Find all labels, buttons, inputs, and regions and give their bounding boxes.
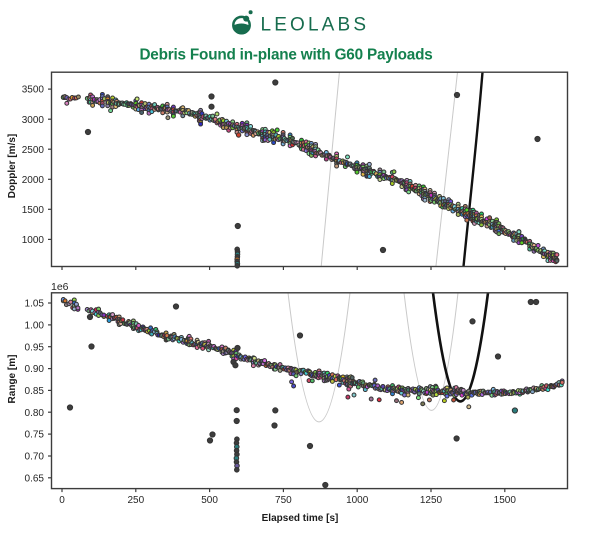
svg-text:500: 500: [201, 495, 218, 506]
svg-text:2500: 2500: [22, 145, 45, 156]
svg-text:Debris Found in-plane with G60: Debris Found in-plane with G60 Payloads: [139, 47, 432, 64]
svg-text:1000: 1000: [346, 495, 369, 506]
svg-text:1500: 1500: [494, 495, 517, 506]
svg-text:750: 750: [275, 495, 292, 506]
svg-text:0.85: 0.85: [25, 386, 45, 397]
svg-text:3500: 3500: [22, 85, 45, 96]
svg-text:1000: 1000: [22, 235, 45, 246]
svg-text:0.95: 0.95: [25, 342, 45, 353]
svg-text:0.65: 0.65: [25, 473, 45, 484]
svg-text:1250: 1250: [420, 495, 443, 506]
svg-text:0.75: 0.75: [25, 430, 45, 441]
svg-text:2000: 2000: [22, 175, 45, 186]
svg-text:0.90: 0.90: [25, 364, 45, 375]
svg-text:1e6: 1e6: [51, 281, 69, 293]
svg-text:Range [m]: Range [m]: [7, 355, 18, 404]
svg-text:LEOLABS: LEOLABS: [261, 15, 370, 36]
svg-text:0.70: 0.70: [25, 452, 45, 463]
svg-text:1.05: 1.05: [25, 299, 45, 310]
svg-text:3000: 3000: [22, 115, 45, 126]
svg-text:1500: 1500: [22, 205, 45, 216]
svg-text:1.00: 1.00: [25, 321, 45, 332]
svg-text:Elapsed time [s]: Elapsed time [s]: [262, 513, 339, 524]
svg-text:0: 0: [59, 495, 65, 506]
svg-text:250: 250: [127, 495, 144, 506]
svg-text:0.80: 0.80: [25, 408, 45, 419]
svg-text:Doppler [m/s]: Doppler [m/s]: [7, 134, 18, 198]
